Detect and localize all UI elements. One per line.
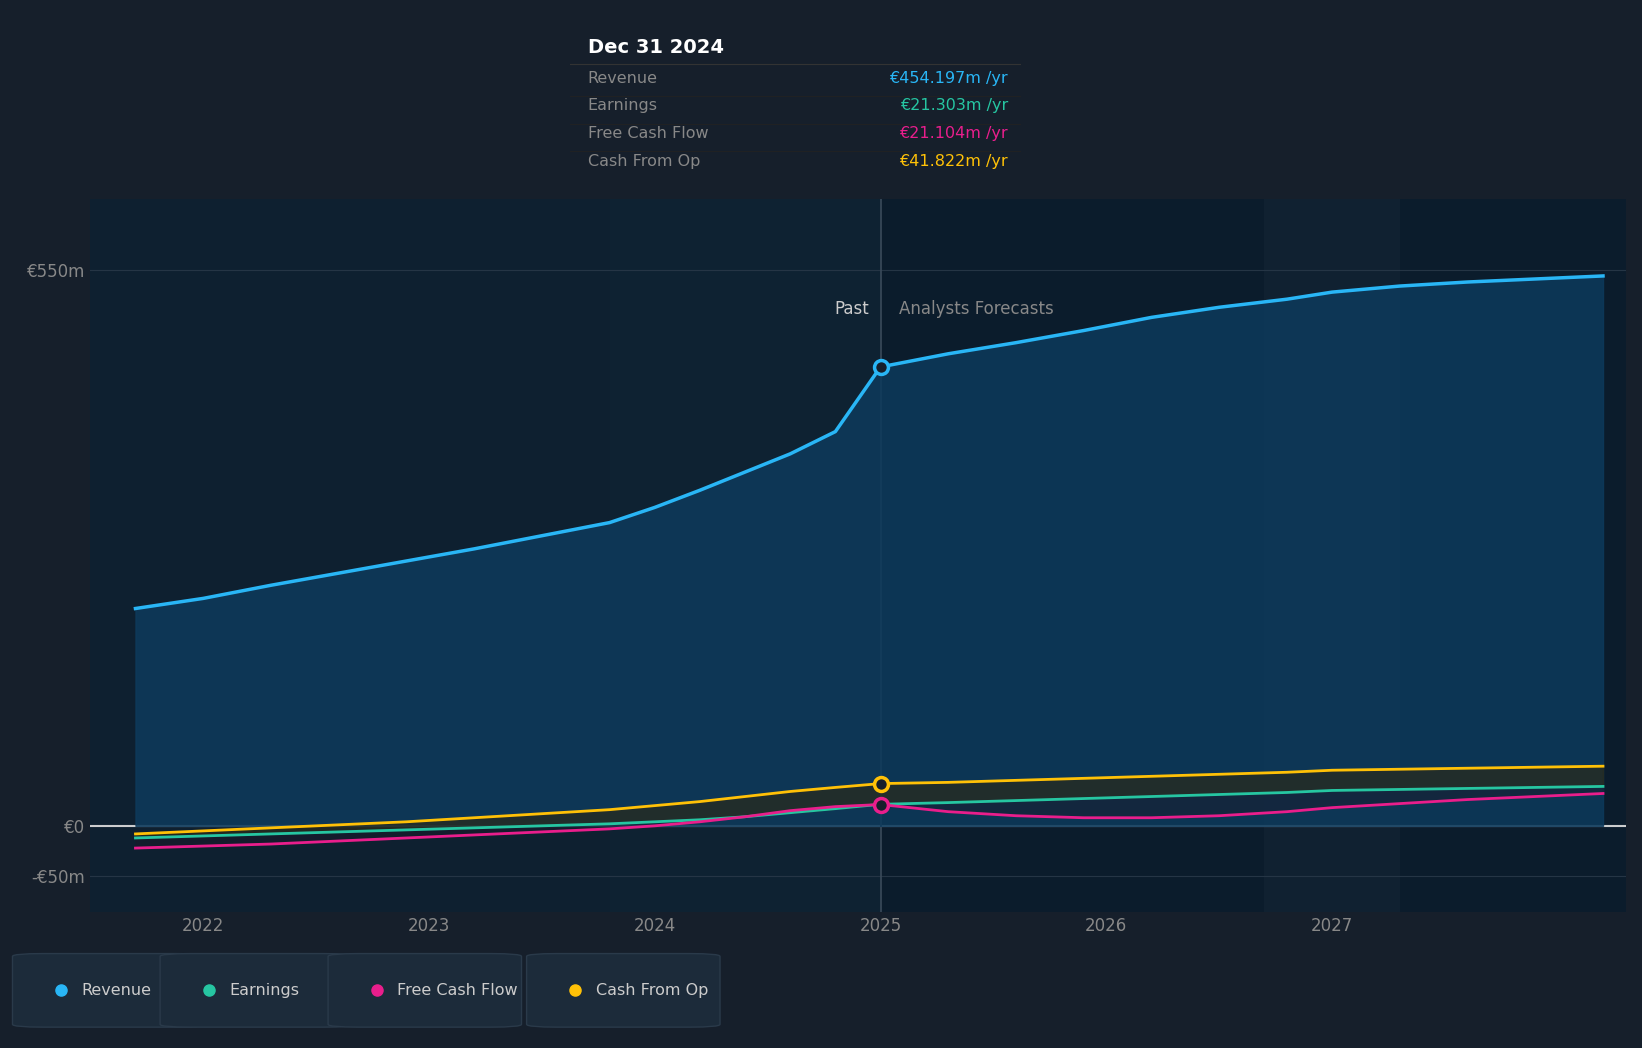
Text: €21.303m /yr: €21.303m /yr: [900, 99, 1008, 113]
Text: €41.822m /yr: €41.822m /yr: [900, 154, 1008, 169]
Text: Past: Past: [834, 300, 869, 319]
Text: Free Cash Flow: Free Cash Flow: [588, 126, 708, 141]
Text: Revenue: Revenue: [82, 983, 151, 998]
Text: €454.197m /yr: €454.197m /yr: [890, 71, 1008, 86]
Bar: [1264, 199, 1401, 912]
Text: Revenue: Revenue: [588, 71, 658, 86]
Bar: [90, 199, 880, 912]
Bar: [880, 199, 1626, 912]
FancyBboxPatch shape: [328, 954, 522, 1027]
FancyBboxPatch shape: [527, 954, 721, 1027]
Text: Cash From Op: Cash From Op: [588, 154, 699, 169]
Text: €21.104m /yr: €21.104m /yr: [900, 126, 1008, 141]
Bar: [609, 199, 880, 912]
Text: Earnings: Earnings: [588, 99, 658, 113]
Text: Dec 31 2024: Dec 31 2024: [588, 39, 724, 58]
Text: Analysts Forecasts: Analysts Forecasts: [898, 300, 1053, 319]
FancyBboxPatch shape: [13, 954, 205, 1027]
Text: Free Cash Flow: Free Cash Flow: [397, 983, 517, 998]
FancyBboxPatch shape: [161, 954, 353, 1027]
Text: Earnings: Earnings: [230, 983, 299, 998]
Text: Cash From Op: Cash From Op: [596, 983, 708, 998]
